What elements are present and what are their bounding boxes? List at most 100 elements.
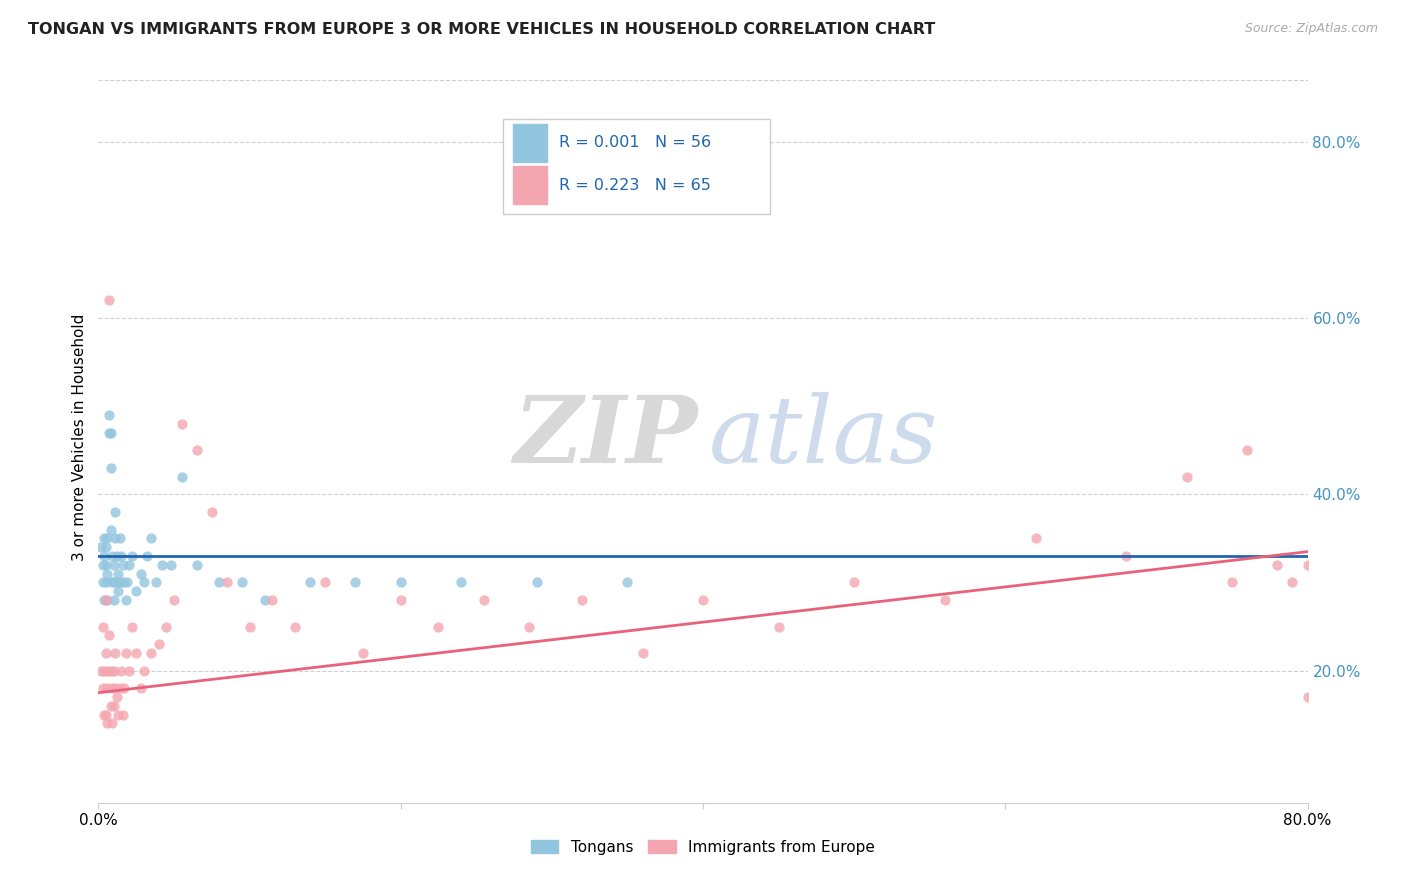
Immigrants from Europe	[186, 443, 208, 458]
Tongans	[100, 425, 122, 440]
Immigrants from Europe	[215, 575, 238, 590]
Tongans	[107, 584, 129, 599]
Tongans	[389, 575, 412, 590]
Immigrants from Europe	[768, 619, 790, 633]
Immigrants from Europe	[110, 664, 132, 678]
Immigrants from Europe	[98, 628, 121, 642]
Immigrants from Europe	[844, 575, 866, 590]
Tongans	[170, 469, 193, 483]
Immigrants from Europe	[104, 646, 127, 660]
Tongans	[150, 558, 173, 572]
Immigrants from Europe	[163, 593, 186, 607]
Y-axis label: 3 or more Vehicles in Household: 3 or more Vehicles in Household	[72, 313, 87, 561]
Immigrants from Europe	[631, 646, 654, 660]
Immigrants from Europe	[94, 646, 117, 660]
Immigrants from Europe	[1281, 575, 1303, 590]
Tongans	[108, 532, 131, 546]
Immigrants from Europe	[239, 619, 262, 633]
Tongans	[93, 593, 115, 607]
Immigrants from Europe	[94, 593, 117, 607]
Tongans	[104, 532, 127, 546]
Tongans	[145, 575, 167, 590]
Tongans	[526, 575, 548, 590]
Tongans	[90, 540, 112, 554]
Immigrants from Europe	[90, 664, 112, 678]
Tongans	[616, 575, 638, 590]
Immigrants from Europe	[103, 698, 125, 713]
Immigrants from Europe	[93, 707, 115, 722]
Tongans	[253, 593, 276, 607]
Immigrants from Europe	[262, 593, 284, 607]
Immigrants from Europe	[1296, 558, 1319, 572]
Immigrants from Europe	[934, 593, 956, 607]
Tongans	[110, 549, 132, 563]
Tongans	[101, 549, 124, 563]
Tongans	[103, 575, 125, 590]
Immigrants from Europe	[1024, 532, 1046, 546]
FancyBboxPatch shape	[503, 119, 769, 214]
Immigrants from Europe	[352, 646, 374, 660]
Immigrants from Europe	[96, 681, 118, 696]
Tongans	[299, 575, 322, 590]
Tongans	[93, 549, 115, 563]
Tongans	[111, 558, 134, 572]
Immigrants from Europe	[112, 681, 135, 696]
Immigrants from Europe	[1267, 558, 1289, 572]
Tongans	[98, 425, 121, 440]
Immigrants from Europe	[121, 619, 143, 633]
Immigrants from Europe	[284, 619, 307, 633]
Immigrants from Europe	[125, 646, 148, 660]
Immigrants from Europe	[155, 619, 177, 633]
Immigrants from Europe	[96, 664, 118, 678]
Tongans	[98, 408, 121, 422]
Tongans	[94, 575, 117, 590]
Text: R = 0.223   N = 65: R = 0.223 N = 65	[560, 178, 711, 193]
Immigrants from Europe	[96, 716, 118, 731]
Tongans	[115, 575, 138, 590]
Immigrants from Europe	[107, 707, 129, 722]
Immigrants from Europe	[105, 690, 128, 704]
Tongans	[103, 593, 125, 607]
Text: atlas: atlas	[709, 392, 939, 482]
Immigrants from Europe	[1236, 443, 1258, 458]
Tongans	[105, 549, 128, 563]
Immigrants from Europe	[571, 593, 593, 607]
Tongans	[91, 575, 114, 590]
Immigrants from Europe	[103, 664, 125, 678]
Immigrants from Europe	[692, 593, 714, 607]
Tongans	[118, 558, 141, 572]
Immigrants from Europe	[104, 681, 127, 696]
Immigrants from Europe	[129, 681, 152, 696]
Tongans	[110, 575, 132, 590]
Immigrants from Europe	[91, 619, 114, 633]
Tongans	[91, 558, 114, 572]
Text: ZIP: ZIP	[513, 392, 697, 482]
Immigrants from Europe	[517, 619, 540, 633]
Tongans	[186, 558, 208, 572]
Tongans	[121, 549, 143, 563]
Tongans	[101, 575, 124, 590]
Immigrants from Europe	[472, 593, 495, 607]
Immigrants from Europe	[314, 575, 336, 590]
Immigrants from Europe	[101, 716, 124, 731]
Immigrants from Europe	[114, 646, 136, 660]
Tongans	[160, 558, 183, 572]
Tongans	[141, 532, 163, 546]
Tongans	[450, 575, 472, 590]
Immigrants from Europe	[101, 681, 124, 696]
Immigrants from Europe	[1175, 469, 1198, 483]
Tongans	[208, 575, 231, 590]
Immigrants from Europe	[389, 593, 412, 607]
Immigrants from Europe	[1115, 549, 1137, 563]
Tongans	[125, 584, 148, 599]
Tongans	[96, 566, 118, 581]
Text: TONGAN VS IMMIGRANTS FROM EUROPE 3 OR MORE VEHICLES IN HOUSEHOLD CORRELATION CHA: TONGAN VS IMMIGRANTS FROM EUROPE 3 OR MO…	[28, 22, 935, 37]
Tongans	[112, 575, 135, 590]
Tongans	[129, 566, 152, 581]
Immigrants from Europe	[100, 664, 122, 678]
Immigrants from Europe	[1220, 575, 1243, 590]
Tongans	[107, 566, 129, 581]
Immigrants from Europe	[148, 637, 170, 651]
Tongans	[344, 575, 367, 590]
Bar	[513, 124, 547, 161]
